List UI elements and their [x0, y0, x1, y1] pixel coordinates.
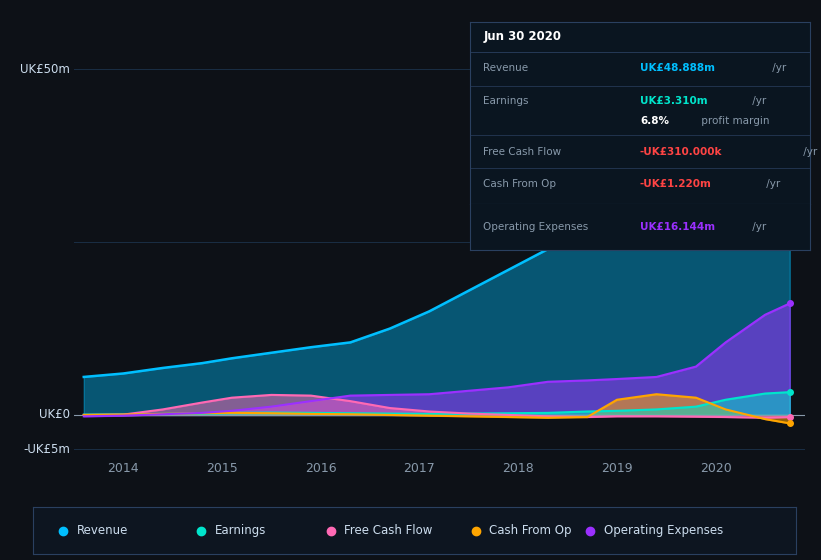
Text: profit margin: profit margin [698, 116, 769, 125]
Text: -UK£5m: -UK£5m [23, 443, 71, 456]
Text: UK£16.144m: UK£16.144m [640, 222, 715, 232]
Text: Free Cash Flow: Free Cash Flow [484, 147, 562, 157]
Text: Earnings: Earnings [484, 96, 529, 106]
Text: Revenue: Revenue [484, 63, 529, 73]
Text: /yr: /yr [769, 63, 787, 73]
Text: UK£3.310m: UK£3.310m [640, 96, 708, 106]
Text: 6.8%: 6.8% [640, 116, 669, 125]
Text: Cash From Op: Cash From Op [484, 179, 557, 189]
Text: -UK£310.000k: -UK£310.000k [640, 147, 722, 157]
Text: /yr: /yr [749, 96, 766, 106]
Text: UK£48.888m: UK£48.888m [640, 63, 715, 73]
Text: UK£0: UK£0 [39, 408, 71, 422]
Text: UK£50m: UK£50m [21, 63, 71, 76]
Text: Jun 30 2020: Jun 30 2020 [484, 30, 562, 44]
Text: Cash From Op: Cash From Op [489, 524, 572, 537]
Text: /yr: /yr [749, 222, 766, 232]
Text: /yr: /yr [763, 179, 780, 189]
Text: Free Cash Flow: Free Cash Flow [344, 524, 433, 537]
Text: /yr: /yr [800, 147, 818, 157]
Text: Operating Expenses: Operating Expenses [604, 524, 723, 537]
Text: Revenue: Revenue [77, 524, 129, 537]
Text: Earnings: Earnings [214, 524, 266, 537]
Text: -UK£1.220m: -UK£1.220m [640, 179, 712, 189]
Text: Operating Expenses: Operating Expenses [484, 222, 589, 232]
